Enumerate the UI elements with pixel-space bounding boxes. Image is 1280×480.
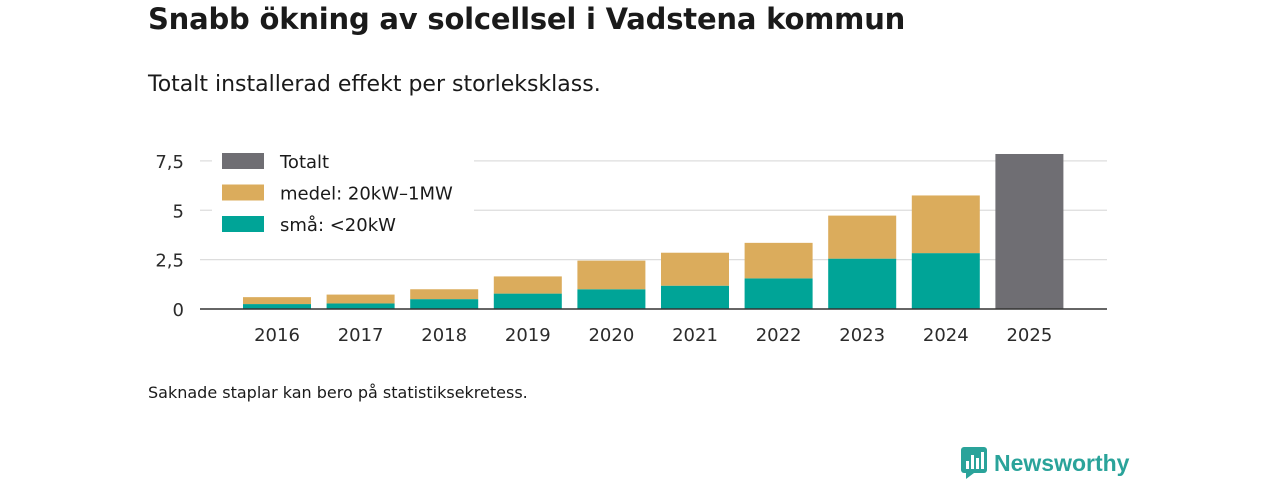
bar-2023-series-1 xyxy=(828,215,897,259)
x-tick-label: 2017 xyxy=(338,325,384,346)
legend-label: Totalt xyxy=(279,152,329,173)
bar-2017-series-0 xyxy=(326,303,395,309)
legend-swatch xyxy=(222,216,264,232)
bar-2017-series-1 xyxy=(326,294,395,304)
x-tick-label: 2023 xyxy=(839,325,885,346)
bar-2016-series-1 xyxy=(243,297,311,305)
y-axis-labels: 0 2,5 5 7,5 xyxy=(155,152,184,321)
stacked-bar-chart: Totalt medel: 20kW–1MW små: <20kW 0 2,5 5 7,5… xyxy=(155,145,1107,346)
x-tick-label: 2021 xyxy=(672,325,718,346)
y-tick-label: 7,5 xyxy=(155,152,184,173)
bar-2022-series-1 xyxy=(744,242,813,279)
footnote: Saknade staplar kan bero på statistiksek… xyxy=(148,383,528,402)
bar-2019-series-0 xyxy=(493,293,562,309)
x-tick-label: 2019 xyxy=(505,325,551,346)
y-tick-label: 0 xyxy=(173,300,184,321)
x-tick-label: 2022 xyxy=(756,325,802,346)
brand-logo[interactable]: Newsworthy xyxy=(960,446,1129,480)
bar-2020-series-1 xyxy=(577,260,646,290)
x-tick-label: 2016 xyxy=(254,325,300,346)
bar-2016-series-0 xyxy=(243,304,311,309)
x-tick-label: 2024 xyxy=(923,325,969,346)
bars xyxy=(243,153,1064,309)
chart-subtitle: Totalt installerad effekt per storlekskl… xyxy=(148,72,601,97)
bar-2018-series-1 xyxy=(410,289,479,300)
legend-swatch xyxy=(222,184,264,201)
x-tick-label: 2018 xyxy=(421,325,467,346)
legend-swatch xyxy=(222,153,264,169)
bar-2024-series-0 xyxy=(911,253,980,309)
legend-label: medel: 20kW–1MW xyxy=(280,184,453,205)
newsworthy-logo-icon xyxy=(961,447,987,479)
bar-2018-series-0 xyxy=(410,299,479,309)
chart-title: Snabb ökning av solcellsel i Vadstena ko… xyxy=(148,2,906,36)
brand-name: Newsworthy xyxy=(994,449,1130,476)
bar-2021-series-0 xyxy=(661,285,729,309)
bar-2022-series-0 xyxy=(744,278,813,309)
bar-2020-series-0 xyxy=(577,289,646,309)
legend: Totalt medel: 20kW–1MW små: <20kW xyxy=(212,145,474,245)
x-axis-labels: 2016 2017 2018 2019 2020 2021 2022 2023 2024 2025 xyxy=(254,325,1052,346)
y-tick-label: 2,5 xyxy=(155,251,184,272)
bar-2023-series-0 xyxy=(828,258,897,309)
x-tick-label: 2020 xyxy=(588,325,634,346)
bar-2021-series-1 xyxy=(661,252,729,286)
bar-2025-series-2 xyxy=(995,153,1064,309)
bar-2019-series-1 xyxy=(493,276,562,294)
x-tick-label: 2025 xyxy=(1006,325,1052,346)
legend-label: små: <20kW xyxy=(280,215,396,236)
y-tick-label: 5 xyxy=(173,201,184,222)
bar-2024-series-1 xyxy=(911,195,980,254)
